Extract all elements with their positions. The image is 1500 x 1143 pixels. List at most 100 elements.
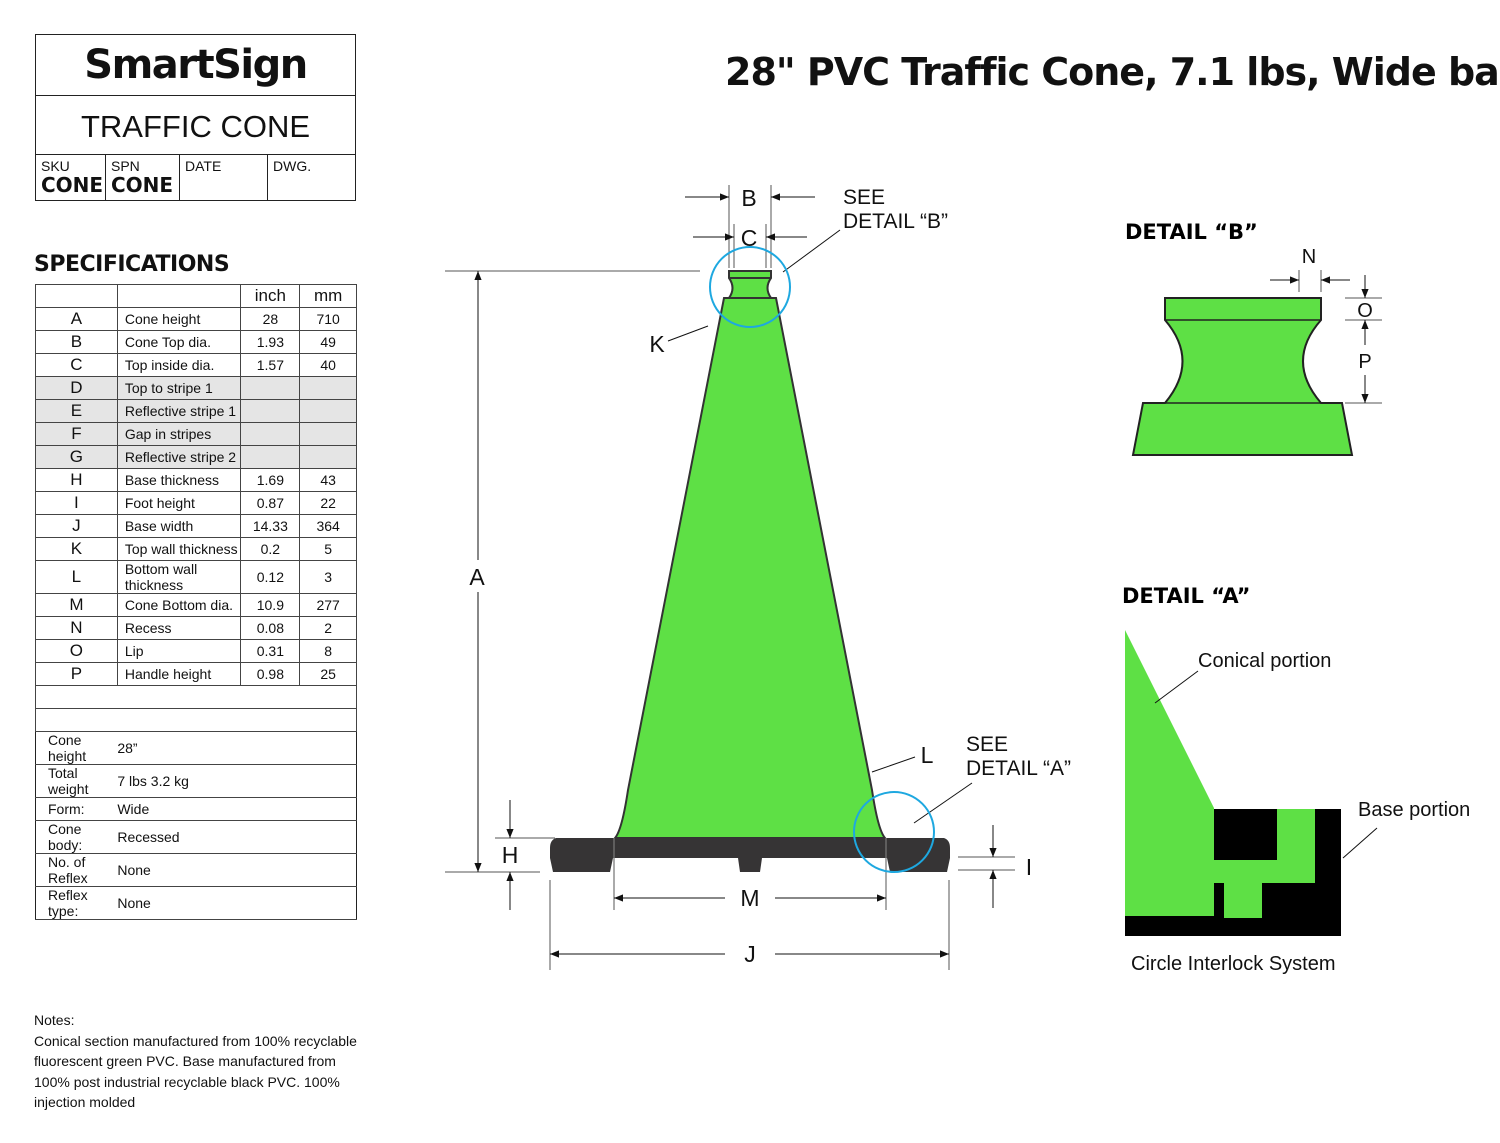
spec-row: E Reflective stripe 1 bbox=[35, 399, 357, 423]
see-detail-a-line2: DETAIL “A” bbox=[966, 757, 1071, 780]
info-row: Form: Wide bbox=[35, 797, 357, 821]
spec-name: Bottom wall thickness bbox=[116, 560, 242, 594]
dim-o-label: O bbox=[1357, 300, 1373, 322]
spec-inch: 1.57 bbox=[240, 353, 301, 377]
spec-row: C Top inside dia. 1.57 40 bbox=[35, 353, 357, 377]
spec-inch bbox=[240, 445, 301, 469]
spec-row: J Base width 14.33 364 bbox=[35, 514, 357, 538]
specifications-heading: SPECIFICATIONS bbox=[34, 252, 230, 277]
spn-cell: SPN CONE bbox=[106, 155, 180, 201]
spec-letter: O bbox=[35, 639, 118, 663]
detail-a-title: DETAIL “A” bbox=[1122, 584, 1250, 608]
spn-value: CONE bbox=[111, 173, 174, 197]
info-row: No. of Reflex None bbox=[35, 853, 357, 887]
info-key: Cone body: bbox=[35, 820, 118, 854]
detail-a-callout-circle bbox=[853, 791, 935, 873]
see-detail-b-line2: DETAIL “B” bbox=[843, 210, 948, 233]
spec-row: L Bottom wall thickness 0.12 3 bbox=[35, 560, 357, 594]
dim-i-label: I bbox=[1026, 854, 1032, 880]
info-value: None bbox=[117, 853, 357, 887]
spec-inch: 0.12 bbox=[240, 560, 301, 594]
spec-name: Reflective stripe 2 bbox=[116, 445, 242, 469]
spec-letter: M bbox=[35, 593, 118, 617]
info-key: Cone height bbox=[35, 731, 118, 765]
dim-p-label: P bbox=[1358, 351, 1371, 373]
spn-label: SPN bbox=[111, 158, 140, 174]
spec-mm: 22 bbox=[299, 491, 357, 515]
spec-mm bbox=[299, 445, 357, 469]
spec-row: N Recess 0.08 2 bbox=[35, 616, 357, 640]
blank-cell bbox=[35, 685, 357, 709]
spec-inch bbox=[240, 422, 301, 446]
sku-label: SKU bbox=[41, 158, 70, 174]
brand-logo: SmartSign bbox=[36, 35, 355, 96]
spec-inch: 1.69 bbox=[240, 468, 301, 492]
info-key: Total weight bbox=[35, 764, 118, 798]
spec-row: H Base thickness 1.69 43 bbox=[35, 468, 357, 492]
spec-inch bbox=[240, 399, 301, 423]
info-row: Cone body: Recessed bbox=[35, 820, 357, 854]
spec-row: G Reflective stripe 2 bbox=[35, 445, 357, 469]
date-label: DATE bbox=[185, 158, 222, 174]
dim-c-label: C bbox=[741, 225, 758, 251]
specifications-table: inch mm A Cone height 28 710 B Cone Top dia. 1.9… bbox=[35, 284, 357, 920]
dwg-label: DWG. bbox=[273, 158, 312, 174]
sku-cell: SKU CONE bbox=[36, 155, 106, 201]
dim-n-label: N bbox=[1302, 246, 1316, 268]
info-value: 7 lbs 3.2 kg bbox=[117, 764, 357, 798]
notes-heading: Notes: bbox=[34, 1012, 75, 1028]
column-header bbox=[35, 284, 118, 308]
info-row: Reflex type: None bbox=[35, 886, 357, 920]
base-portion-label: Base portion bbox=[1358, 799, 1470, 821]
dim-k-label: K bbox=[649, 331, 665, 357]
spec-row: O Lip 0.31 8 bbox=[35, 639, 357, 663]
spec-inch: 1.93 bbox=[240, 330, 301, 354]
notes-text: Conical section manufactured from 100% r… bbox=[34, 1032, 357, 1111]
spec-inch: 0.87 bbox=[240, 491, 301, 515]
info-key: No. of Reflex bbox=[35, 853, 118, 887]
dim-h-label: H bbox=[502, 842, 519, 868]
spec-inch: 0.98 bbox=[240, 662, 301, 686]
column-header: inch bbox=[240, 284, 301, 308]
dim-m-label: M bbox=[740, 885, 759, 911]
page-title: 28" PVC Traffic Cone, 7.1 lbs, Wide base bbox=[725, 50, 1500, 94]
info-row: Total weight 7 lbs 3.2 kg bbox=[35, 764, 357, 798]
spec-inch: 0.2 bbox=[240, 537, 301, 561]
dim-j-label: J bbox=[744, 941, 756, 967]
spec-name: Foot height bbox=[116, 491, 242, 515]
spec-name: Base thickness bbox=[116, 468, 242, 492]
cone-base bbox=[550, 838, 950, 872]
detail-b-callout-circle bbox=[709, 246, 791, 328]
spec-mm: 43 bbox=[299, 468, 357, 492]
see-detail-a-line1: SEE bbox=[966, 733, 1008, 756]
spec-inch: 14.33 bbox=[240, 514, 301, 538]
notes: Notes: Conical section manufactured from… bbox=[34, 1010, 364, 1113]
spec-letter: B bbox=[35, 330, 118, 354]
date-cell: DATE bbox=[180, 155, 268, 201]
spec-name: Reflective stripe 1 bbox=[116, 399, 242, 423]
spec-row: K Top wall thickness 0.2 5 bbox=[35, 537, 357, 561]
spec-row: P Handle height 0.98 25 bbox=[35, 662, 357, 686]
column-header bbox=[116, 284, 242, 308]
sku-value: CONE bbox=[41, 173, 104, 197]
spec-inch: 28 bbox=[240, 307, 301, 331]
spec-letter: E bbox=[35, 399, 118, 423]
detail-b-title: DETAIL “B” bbox=[1125, 220, 1258, 244]
spec-mm bbox=[299, 422, 357, 446]
dwg-cell: DWG. bbox=[268, 155, 355, 201]
spec-name: Recess bbox=[116, 616, 242, 640]
spec-mm: 3 bbox=[299, 560, 357, 594]
detail-a-drawing bbox=[1125, 630, 1378, 936]
info-key: Form: bbox=[35, 797, 118, 821]
spec-letter: J bbox=[35, 514, 118, 538]
spec-mm: 25 bbox=[299, 662, 357, 686]
spec-row: I Foot height 0.87 22 bbox=[35, 491, 357, 515]
spec-inch bbox=[240, 376, 301, 400]
spec-name: Cone Bottom dia. bbox=[116, 593, 242, 617]
spec-mm bbox=[299, 376, 357, 400]
info-value: 28” bbox=[117, 731, 357, 765]
info-value: None bbox=[117, 886, 357, 920]
interlock-caption: Circle Interlock System bbox=[1131, 953, 1336, 975]
spec-mm: 710 bbox=[299, 307, 357, 331]
